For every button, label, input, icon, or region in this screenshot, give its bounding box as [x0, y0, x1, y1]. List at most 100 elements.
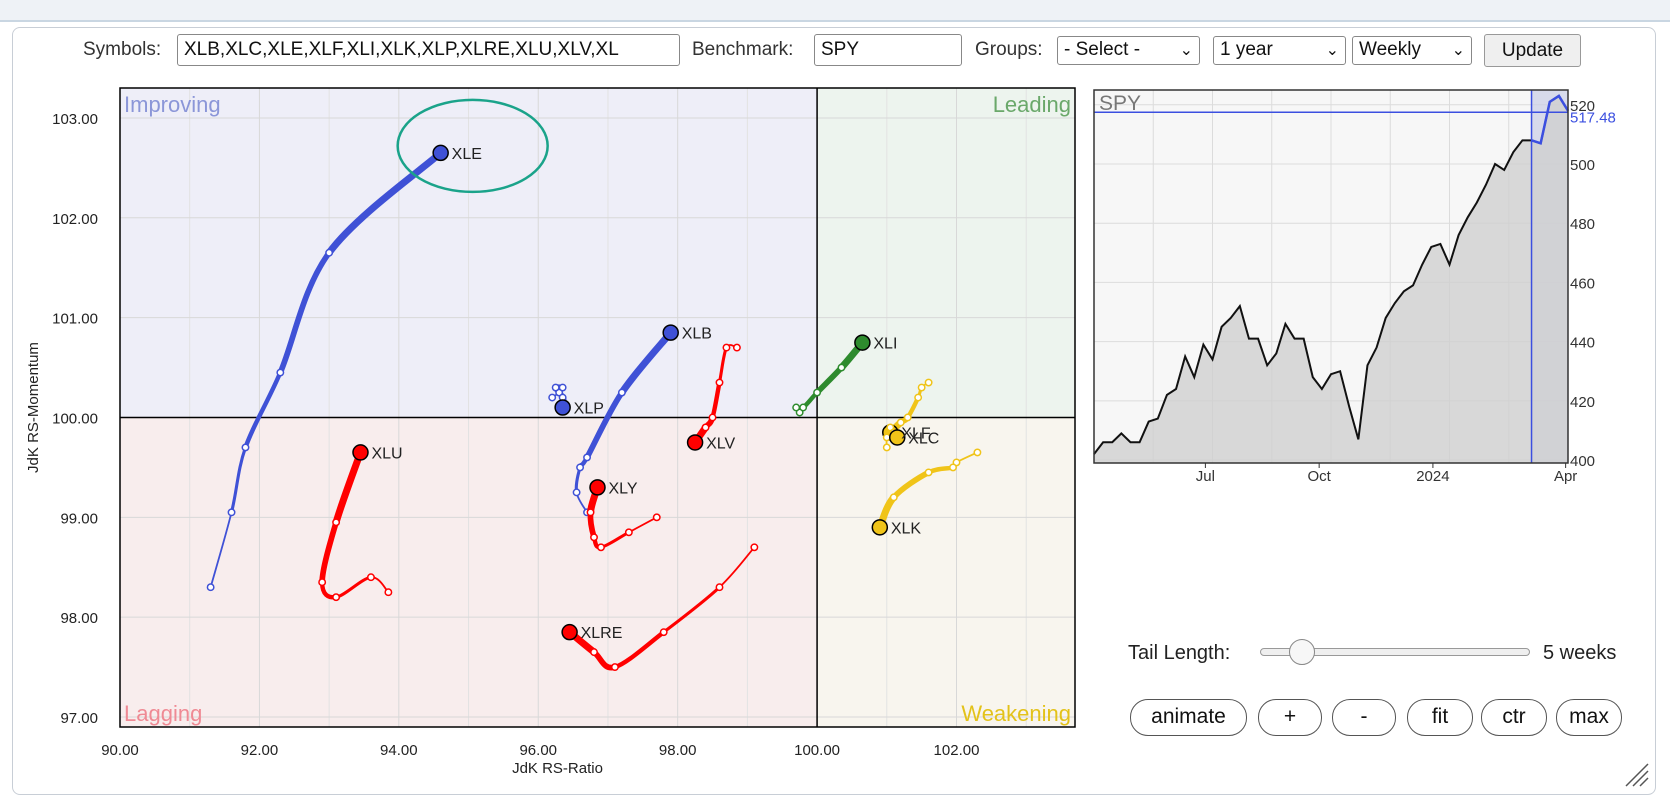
y-tick-label: 99.00 — [60, 510, 98, 527]
tail-point — [914, 393, 923, 402]
tail-length-label: Tail Length: — [1128, 642, 1231, 664]
y-tick-label: 98.00 — [60, 610, 98, 627]
update-button[interactable]: Update — [1484, 34, 1581, 67]
zoom-in-button[interactable]: + — [1258, 699, 1322, 736]
tail-point — [813, 388, 822, 397]
tail-point — [715, 583, 724, 592]
tail-segment — [209, 511, 233, 589]
frequency-select-value: Weekly — [1359, 39, 1421, 60]
symbols-input[interactable]: XLB,XLC,XLE,XLF,XLI,XLK,XLP,XLRE,XLU,XLV… — [177, 34, 680, 66]
head-point — [686, 434, 704, 451]
quadrant-label: Improving — [124, 92, 221, 117]
series-label: XLC — [908, 430, 939, 447]
max-button[interactable]: max — [1556, 699, 1622, 736]
tail-point — [715, 378, 724, 387]
tail-point — [384, 588, 393, 597]
tail-point — [889, 493, 898, 502]
tail-point — [722, 343, 731, 352]
tail-segment — [229, 445, 248, 514]
tail-point — [659, 628, 668, 637]
tail-point — [924, 468, 933, 477]
spy-title: SPY — [1099, 92, 1141, 115]
tail-point — [318, 578, 327, 587]
tail-segment — [325, 149, 445, 257]
tail-length-slider-thumb[interactable] — [1288, 639, 1315, 665]
quadrant-label: Lagging — [124, 701, 202, 726]
series-xlc — [882, 423, 906, 452]
head-point — [589, 479, 606, 496]
zoom-out-button[interactable]: - — [1332, 699, 1396, 736]
spy-area — [1094, 95, 1568, 464]
tail-point — [799, 403, 808, 412]
series-xlv — [686, 343, 741, 451]
series-xlk — [871, 448, 982, 536]
tail-point — [597, 543, 605, 552]
spy-y-tick-label: 440 — [1570, 335, 1595, 352]
x-tick-label: 92.00 — [241, 742, 279, 759]
series-label: XLY — [609, 480, 638, 497]
tail-point — [590, 648, 598, 657]
spy-recent-line — [1531, 94, 1570, 145]
tail-point — [366, 573, 375, 582]
tail-point — [973, 448, 982, 457]
tail-point — [548, 393, 557, 402]
tail-segment — [277, 249, 332, 376]
tail-point — [241, 443, 250, 452]
tail-point — [732, 343, 741, 352]
head-point — [554, 399, 571, 416]
center-button[interactable]: ctr — [1481, 699, 1547, 736]
tail-point — [917, 383, 926, 392]
tail-point — [586, 508, 595, 517]
series-label: XLRE — [581, 625, 623, 642]
tail-point — [708, 413, 717, 422]
y-tick-label: 103.00 — [52, 111, 98, 128]
tail-point — [837, 363, 846, 372]
period-select-value: 1 year — [1220, 39, 1273, 60]
x-tick-label: 94.00 — [380, 742, 418, 759]
tail-point — [206, 583, 215, 592]
tail-point — [276, 368, 285, 377]
tail-point — [701, 423, 710, 432]
tail-point — [903, 413, 912, 422]
tail-point — [227, 508, 236, 517]
series-xli — [792, 334, 871, 417]
period-select[interactable]: 1 year ⌄ — [1213, 36, 1346, 65]
rrg-chart[interactable]: 90.00 92.00 94.00 96.00 98.00 100.00 102.00 97.… — [0, 80, 1080, 800]
tail-segment — [243, 370, 283, 450]
chevron-down-icon: ⌄ — [1451, 42, 1465, 59]
series-label: XLK — [891, 520, 922, 537]
groups-select[interactable]: - Select - ⌄ — [1057, 36, 1200, 65]
spy-x-tick-label: 2024 — [1416, 468, 1449, 485]
benchmark-input[interactable]: SPY — [814, 34, 962, 66]
tail-point — [610, 663, 619, 672]
animate-button[interactable]: animate — [1130, 699, 1247, 736]
quadrant-weakening — [817, 417, 1075, 727]
tail-point — [949, 463, 957, 472]
tail-length-slider[interactable] — [1260, 648, 1530, 656]
series-label: XLE — [452, 146, 482, 163]
fit-button[interactable]: fit — [1407, 699, 1473, 736]
head-point — [432, 144, 449, 162]
series-label: XLV — [706, 435, 735, 452]
head-point — [888, 429, 906, 446]
resize-grip-icon[interactable] — [1624, 762, 1650, 788]
series-label: XLB — [682, 326, 712, 343]
y-tick-label: 100.00 — [52, 410, 98, 427]
quadrant-label: Leading — [993, 92, 1071, 117]
y-tick-label: 97.00 — [60, 710, 98, 727]
highlight-ellipse — [396, 98, 549, 194]
tail-point — [617, 388, 626, 397]
spy-y-tick-label: 480 — [1570, 216, 1595, 233]
head-point — [561, 623, 578, 641]
groups-label: Groups: — [975, 39, 1043, 60]
series-label: XLF — [901, 425, 931, 442]
head-point — [854, 334, 871, 351]
tail-point — [624, 528, 633, 537]
frequency-select[interactable]: Weekly ⌄ — [1352, 36, 1472, 65]
head-point — [871, 519, 889, 536]
series-label: XLU — [371, 445, 402, 462]
tail-point — [558, 383, 567, 392]
tail-point — [882, 443, 891, 452]
spy-x-tick-label: Apr — [1554, 468, 1577, 485]
